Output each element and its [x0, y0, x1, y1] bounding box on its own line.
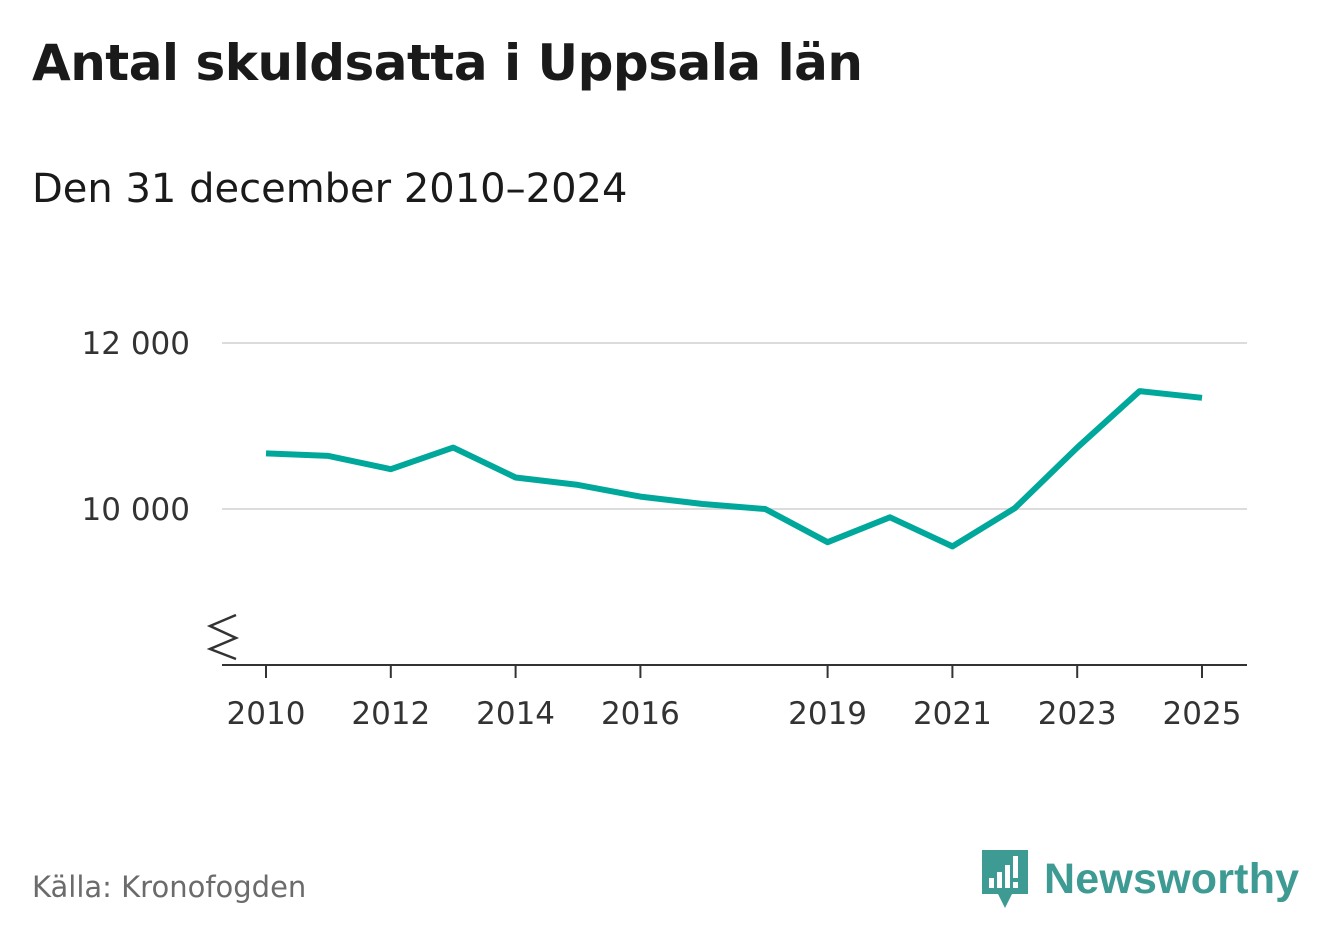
gridlines	[222, 342, 1247, 510]
x-tick-label: 2012	[351, 696, 430, 732]
x-tick-label: 2019	[788, 696, 867, 732]
x-tick-label: 2023	[1038, 696, 1117, 732]
series-layer	[265, 388, 1203, 550]
newsworthy-logo-icon	[982, 850, 1028, 908]
brand-logo: Newsworthy	[980, 848, 1299, 910]
brand-name: Newsworthy	[1044, 854, 1300, 903]
x-axis: 2010 2012 2014 2016 2019 2021 2023 2025	[206, 613, 1247, 732]
x-tick-label: 2010	[227, 696, 306, 732]
chart-subtitle: Den 31 december 2010–2024	[32, 166, 628, 212]
x-tick-label: 2021	[913, 696, 992, 732]
source-note: Källa: Kronofogden	[32, 870, 307, 904]
y-axis-ticks: 10 000 12 000	[82, 326, 190, 528]
x-tick-label: 2014	[476, 696, 555, 732]
series-line	[265, 388, 1203, 550]
chart-title: Antal skuldsatta i Uppsala län	[32, 34, 863, 92]
x-tick-label: 2016	[601, 696, 680, 732]
x-tick-label: 2025	[1163, 696, 1242, 732]
y-tick-label: 10 000	[82, 492, 190, 528]
y-axis-break-icon	[206, 613, 240, 661]
y-tick-label: 12 000	[82, 326, 190, 362]
